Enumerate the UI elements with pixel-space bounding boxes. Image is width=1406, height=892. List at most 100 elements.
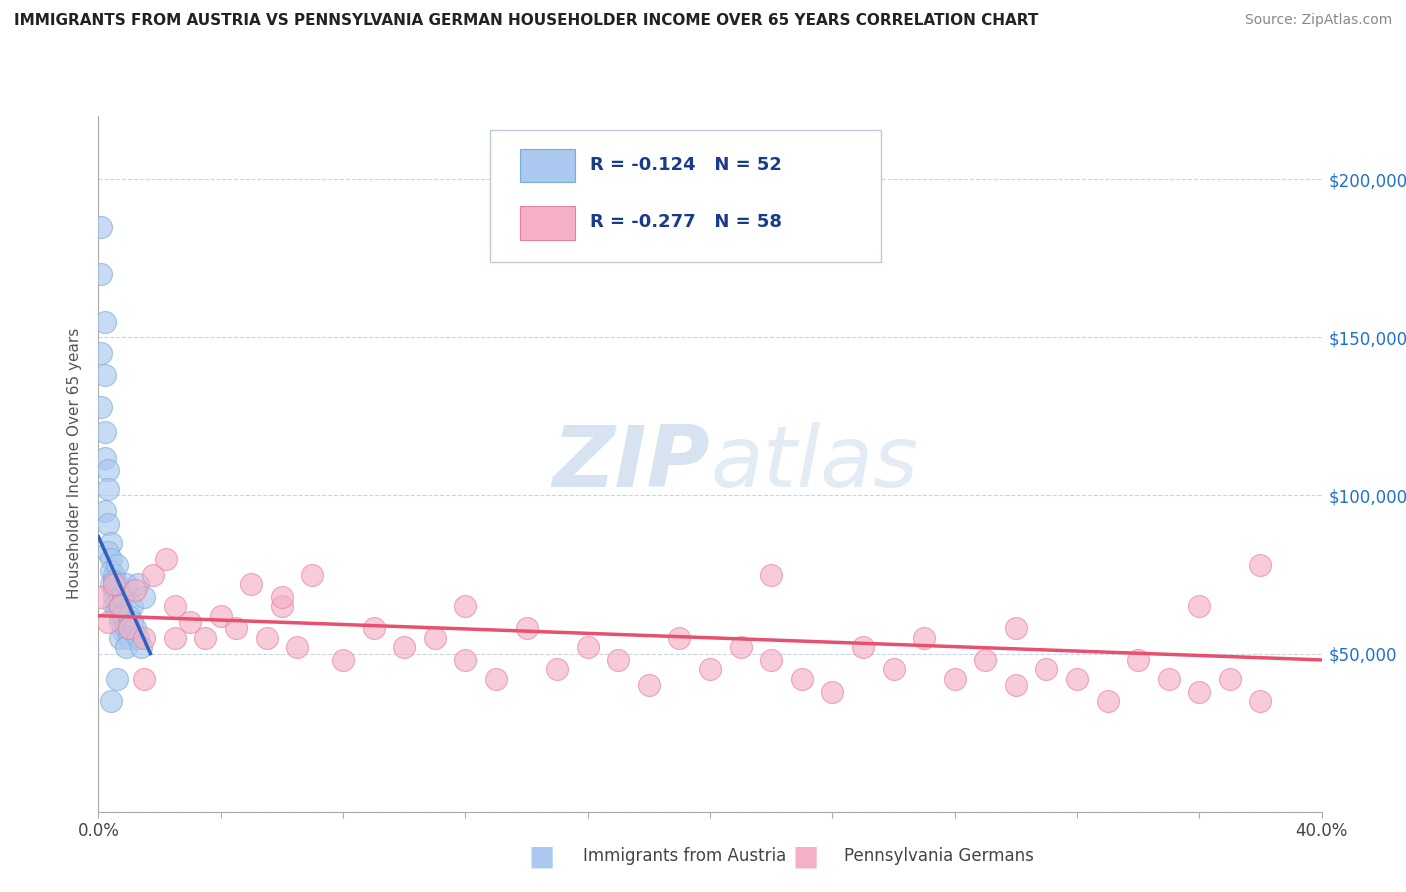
Point [93, 450, 115, 465]
Point [546, 662, 568, 676]
Point [852, 640, 875, 655]
Text: R = -0.277   N = 58: R = -0.277 N = 58 [591, 213, 782, 231]
Point [163, 599, 186, 614]
Point [423, 631, 446, 645]
Point [1128, 653, 1150, 667]
Point [974, 653, 997, 667]
Point [115, 577, 138, 591]
Point [134, 590, 156, 604]
Text: Pennsylvania Germans: Pennsylvania Germans [844, 847, 1033, 865]
Point [103, 574, 125, 588]
Point [100, 577, 122, 591]
Point [97, 463, 120, 477]
Y-axis label: Householder Income Over 65 years: Householder Income Over 65 years [67, 328, 83, 599]
Point [607, 653, 630, 667]
Point [270, 599, 292, 614]
Point [1188, 684, 1211, 698]
Point [90, 590, 112, 604]
Point [129, 640, 152, 655]
Point [127, 577, 149, 591]
Point [111, 606, 134, 620]
Point [1219, 672, 1241, 686]
Point [100, 694, 122, 708]
Point [111, 608, 134, 623]
Point [105, 672, 128, 686]
Point [111, 590, 134, 604]
Point [103, 599, 125, 614]
Point [127, 631, 149, 645]
Point [105, 558, 128, 572]
Point [108, 599, 131, 614]
Point [97, 615, 120, 629]
Point [454, 653, 477, 667]
Point [100, 536, 122, 550]
Point [108, 590, 131, 604]
Point [93, 504, 115, 518]
Point [111, 624, 134, 639]
Point [100, 551, 122, 566]
Point [912, 631, 935, 645]
Point [105, 577, 128, 591]
Point [1004, 621, 1026, 635]
Point [821, 684, 844, 698]
Text: Immigrants from Austria: Immigrants from Austria [583, 847, 787, 865]
Point [240, 577, 263, 591]
Point [1249, 694, 1271, 708]
Point [225, 621, 247, 635]
Point [93, 368, 115, 383]
Point [100, 565, 122, 579]
Text: ZIP: ZIP [553, 422, 710, 506]
Point [93, 425, 115, 440]
Point [93, 314, 115, 328]
Point [118, 621, 141, 635]
Point [118, 631, 141, 645]
Point [124, 583, 146, 598]
Bar [520, 206, 575, 240]
Point [118, 621, 141, 635]
Point [576, 640, 599, 655]
Point [301, 567, 323, 582]
Point [134, 631, 156, 645]
Point [454, 599, 477, 614]
Point [115, 621, 138, 635]
Point [90, 400, 112, 414]
Point [118, 608, 141, 623]
Point [108, 599, 131, 614]
Point [90, 219, 112, 234]
Point [883, 662, 905, 676]
Text: ■: ■ [793, 842, 818, 871]
Point [121, 615, 143, 629]
Point [97, 516, 120, 531]
Point [1035, 662, 1057, 676]
Point [516, 621, 538, 635]
Point [97, 545, 120, 559]
Point [194, 631, 217, 645]
Point [105, 596, 128, 610]
Text: atlas: atlas [710, 422, 918, 506]
Point [142, 567, 165, 582]
Point [97, 482, 120, 496]
Point [121, 599, 143, 614]
Point [1249, 558, 1271, 572]
Point [1004, 678, 1026, 692]
Point [103, 567, 125, 582]
Point [1188, 599, 1211, 614]
Point [668, 631, 690, 645]
Point [332, 653, 354, 667]
Point [270, 590, 292, 604]
Point [163, 631, 186, 645]
Point [134, 672, 156, 686]
Point [256, 631, 278, 645]
Point [115, 615, 138, 629]
Point [108, 631, 131, 645]
Point [108, 608, 131, 623]
Point [392, 640, 416, 655]
Point [124, 621, 146, 635]
FancyBboxPatch shape [489, 130, 882, 262]
Text: IMMIGRANTS FROM AUSTRIA VS PENNSYLVANIA GERMAN HOUSEHOLDER INCOME OVER 65 YEARS : IMMIGRANTS FROM AUSTRIA VS PENNSYLVANIA … [14, 13, 1039, 29]
Point [943, 672, 966, 686]
Point [103, 583, 125, 598]
Point [105, 583, 128, 598]
Point [759, 653, 782, 667]
Point [179, 615, 201, 629]
